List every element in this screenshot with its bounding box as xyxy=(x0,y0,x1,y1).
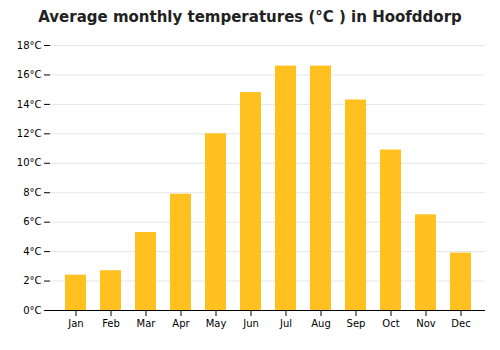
svg-text:16°C: 16°C xyxy=(17,69,42,80)
svg-text:Nov: Nov xyxy=(416,318,436,329)
html-text:Average monthly temperatures (: Average monthly temperatures (°C ) in Ho… xyxy=(38,8,462,26)
svg-text:Mar: Mar xyxy=(137,318,157,329)
svg-text:Feb: Feb xyxy=(102,318,120,329)
svg-text:Oct: Oct xyxy=(382,318,399,329)
svg-text:0°C: 0°C xyxy=(23,305,41,316)
svg-text:Jun: Jun xyxy=(242,318,259,329)
svg-text:Jul: Jul xyxy=(279,318,292,329)
svg-text:14°C: 14°C xyxy=(17,99,42,110)
svg-text:Sep: Sep xyxy=(347,318,366,329)
svg-text:Jan: Jan xyxy=(67,318,83,329)
svg-text:12°C: 12°C xyxy=(17,128,42,139)
svg-text:8°C: 8°C xyxy=(23,187,41,198)
svg-text:18°C: 18°C xyxy=(17,40,42,51)
svg-text:4°C: 4°C xyxy=(23,246,41,257)
svg-text:6°C: 6°C xyxy=(23,216,41,227)
svg-text:10°C: 10°C xyxy=(17,157,42,168)
svg-text:May: May xyxy=(206,318,227,329)
svg-text:Apr: Apr xyxy=(172,318,190,329)
svg-text:2°C: 2°C xyxy=(23,275,41,286)
svg-text:Aug: Aug xyxy=(311,318,331,329)
svg-text:Dec: Dec xyxy=(451,318,470,329)
